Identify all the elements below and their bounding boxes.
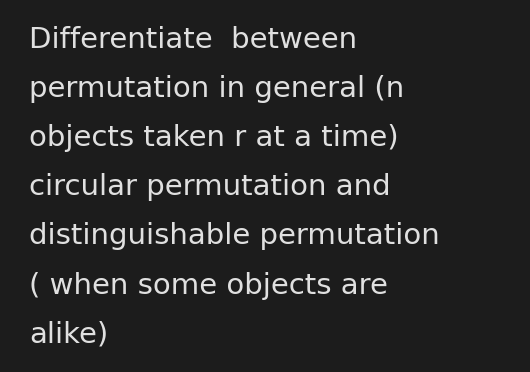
Text: distinguishable permutation: distinguishable permutation (29, 222, 440, 250)
Text: circular permutation and: circular permutation and (29, 173, 391, 201)
Text: alike): alike) (29, 321, 109, 349)
Text: permutation in general (n: permutation in general (n (29, 75, 404, 103)
Text: Differentiate  between: Differentiate between (29, 26, 357, 54)
Text: objects taken r at a time): objects taken r at a time) (29, 124, 399, 152)
Text: ( when some objects are: ( when some objects are (29, 272, 388, 299)
